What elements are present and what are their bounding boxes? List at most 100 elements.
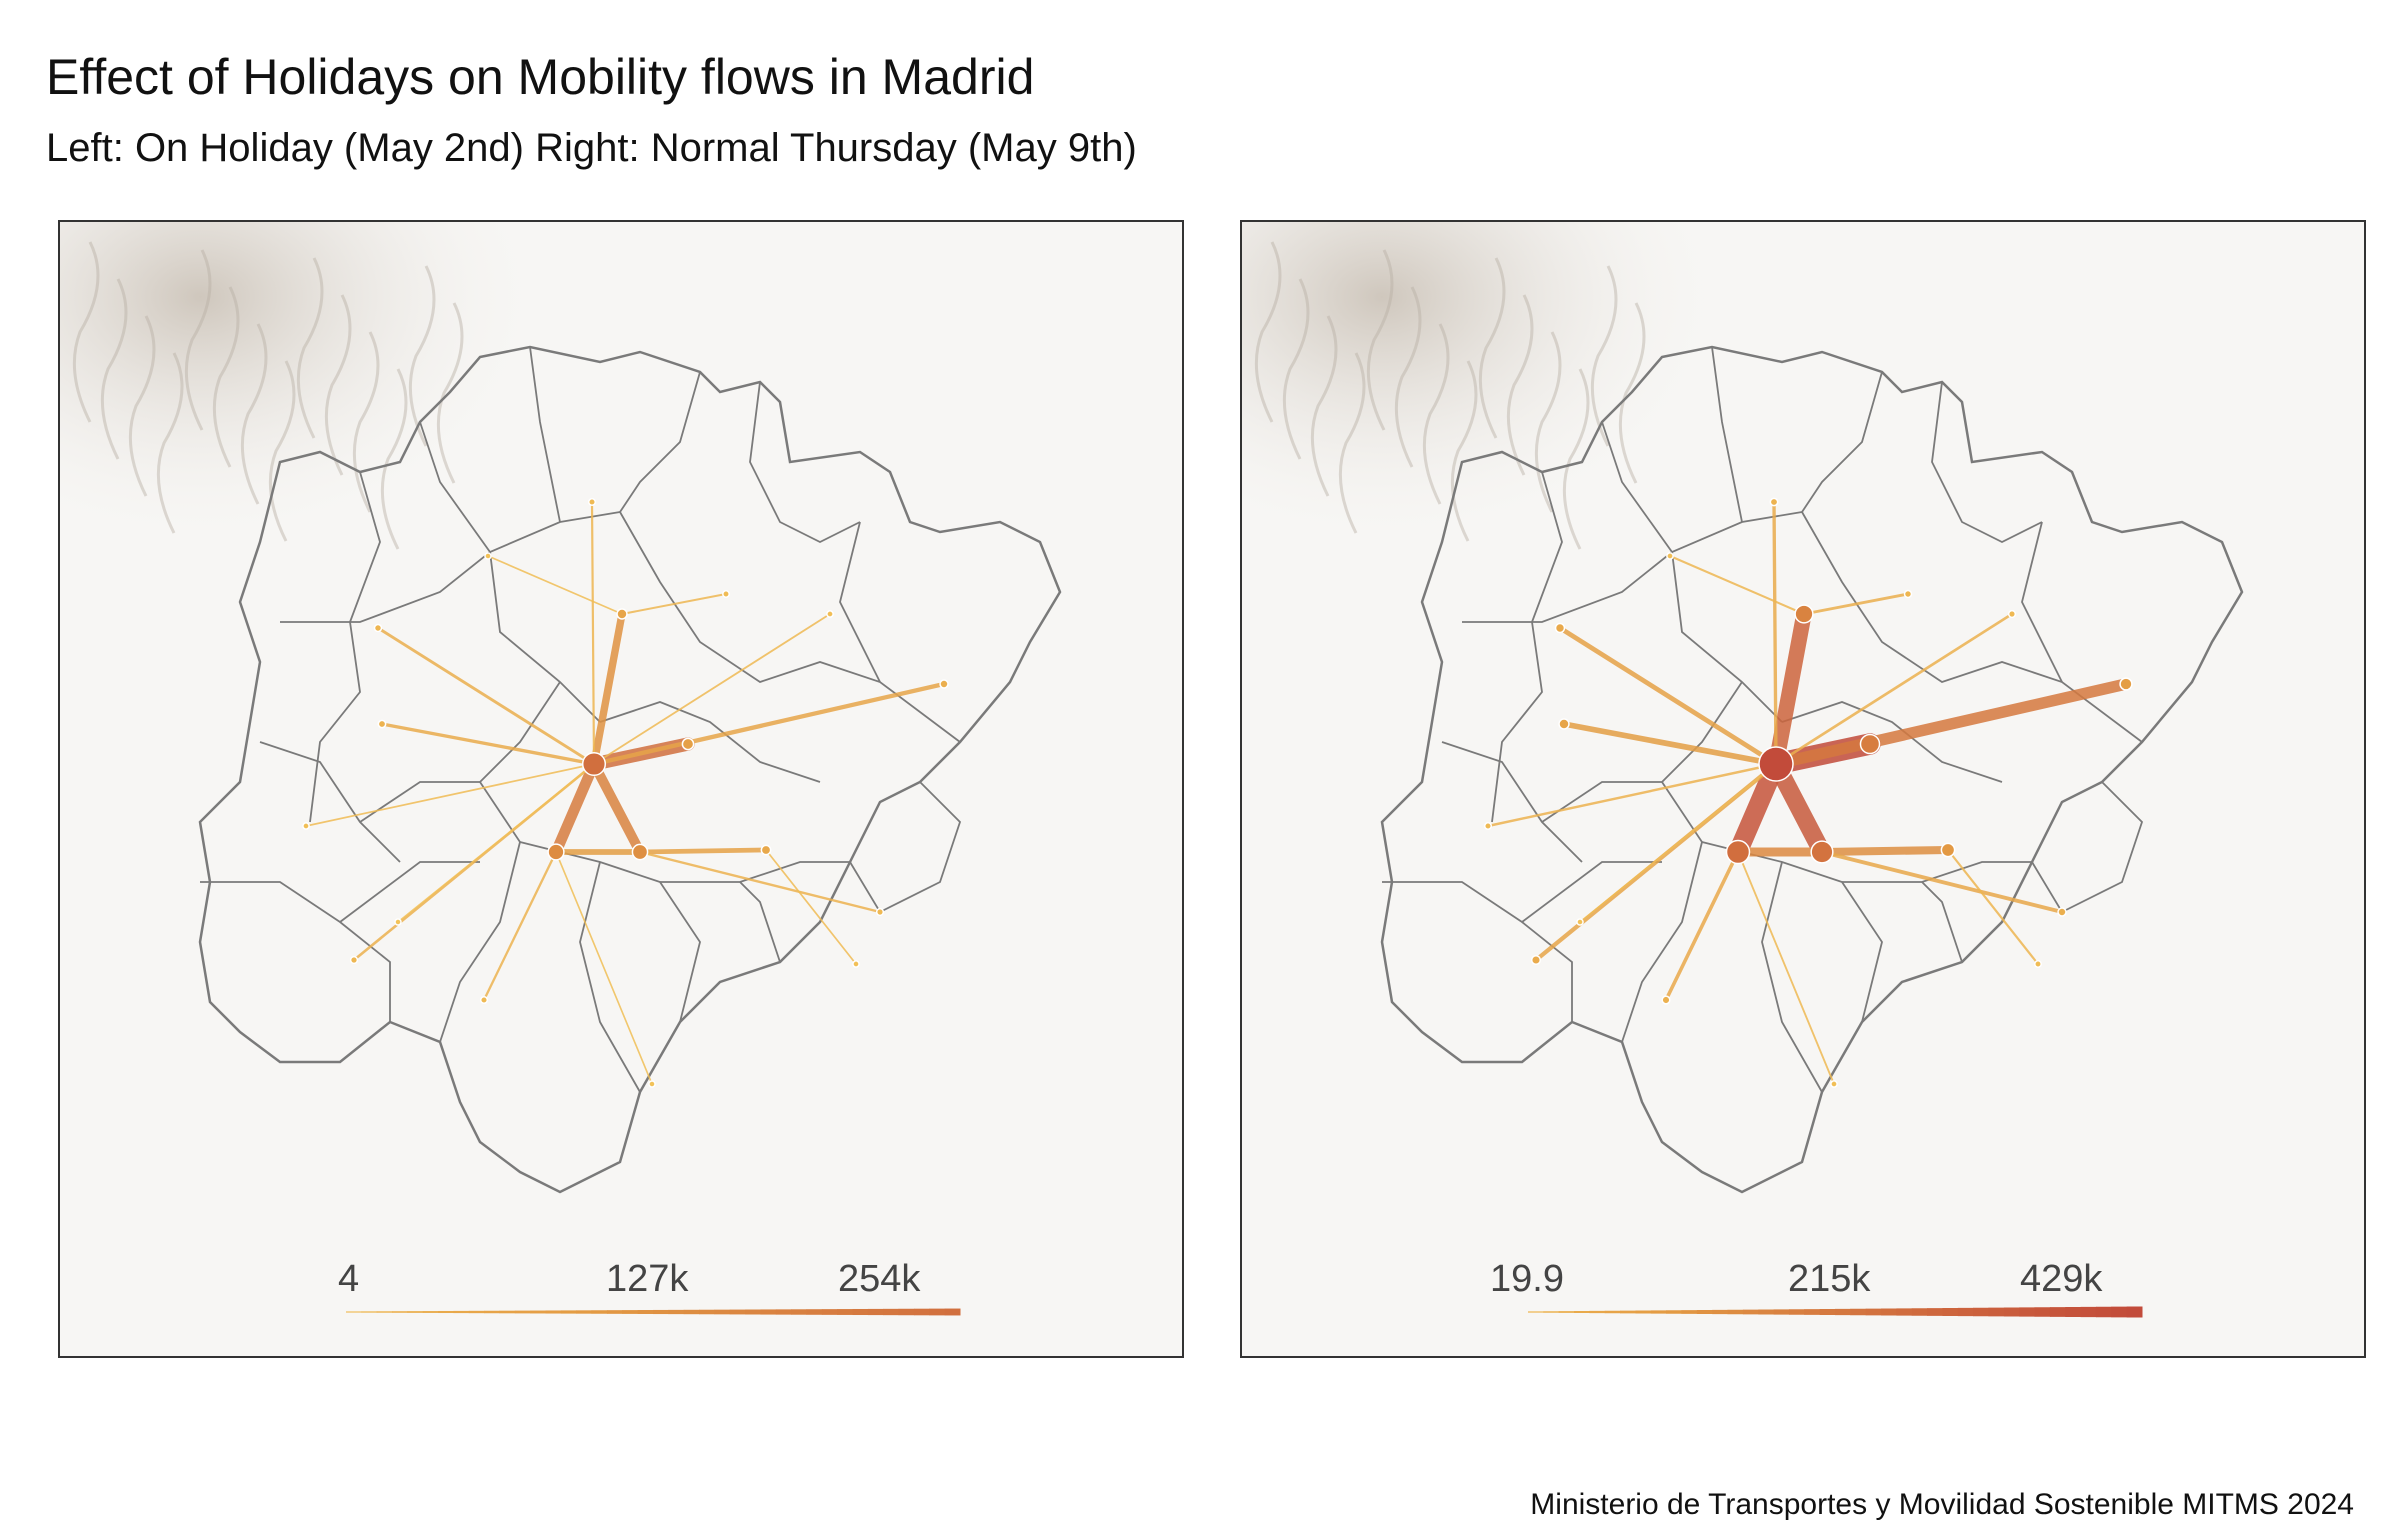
legend-bar-segment (668, 1309, 685, 1315)
terrain-ridge (1590, 265, 1618, 447)
terrain-ridge (1618, 302, 1646, 484)
legend-bar-segment (929, 1308, 946, 1316)
terrain-ridge (1338, 352, 1366, 534)
map-panel-normal: 19.9 215k 429k (1240, 220, 2366, 1358)
flow-line (1561, 721, 1779, 767)
flow-line (1802, 592, 1910, 616)
legend-bar-segment (837, 1309, 854, 1315)
flow-node (648, 1080, 656, 1088)
legend-bar-segment (438, 1310, 454, 1314)
municipality-boundary (529, 346, 561, 523)
municipality-boundary (839, 521, 881, 683)
flow-node (2034, 960, 2042, 968)
legend-bar-segment (1850, 1308, 1867, 1316)
flow-line (305, 763, 595, 827)
legend-label-mid: 215k (1788, 1258, 1871, 1300)
terrain-ridge (156, 352, 184, 534)
flow-line (1768, 606, 1812, 772)
legend-bar-segment (1957, 1307, 1974, 1317)
municipality-boundary (599, 701, 821, 783)
legend-bar-segment (2019, 1307, 2036, 1317)
municipality-boundary (1921, 881, 1963, 963)
municipality-boundary (309, 471, 381, 823)
flow-line (620, 592, 728, 616)
municipality-boundary (1711, 346, 1743, 523)
municipality-boundary (1462, 511, 1803, 623)
terrain-ridge (1562, 368, 1590, 550)
flow-node (2119, 677, 2133, 691)
flow-line (397, 763, 595, 923)
flow-node (1810, 840, 1834, 864)
map-svg-holiday (60, 222, 1182, 1356)
legend-bar-segment (346, 1311, 362, 1313)
flow-node (681, 737, 695, 751)
legend-label-mid: 127k (606, 1258, 689, 1300)
flow-node (1758, 746, 1794, 782)
terrain-ridge (436, 302, 464, 484)
municipality-boundary (749, 381, 861, 544)
terrain-ridge (268, 360, 296, 542)
legend-bar-segment (1758, 1309, 1775, 1315)
legend-bar-segment (1650, 1310, 1667, 1314)
legend-bar-segment (560, 1310, 577, 1314)
chart-subtitle: Left: On Holiday (May 2nd) Right: Normal… (46, 126, 1137, 170)
legend-bar-segment (1742, 1309, 1759, 1315)
municipality-boundary (2031, 781, 2144, 914)
municipality-boundary (619, 371, 701, 513)
legend-label-max: 429k (2020, 1258, 2103, 1300)
terrain-ridge (1394, 286, 1422, 468)
flow-line (590, 610, 626, 768)
municipality-boundary (739, 881, 781, 963)
terrain-ridge (1506, 294, 1534, 476)
terrain-ridge (296, 257, 324, 439)
flow-line (1557, 625, 1779, 767)
legend-bar-segment (361, 1311, 378, 1313)
flow-node (852, 960, 860, 968)
legend-bar-segment (1528, 1311, 1544, 1313)
terrain-ridge (1310, 315, 1338, 497)
flow-node (1554, 622, 1566, 634)
legend-bar-segment (2034, 1307, 2051, 1317)
legend-bar-segment (392, 1311, 408, 1313)
legend-bar-segment (606, 1310, 623, 1314)
municipality-boundary (259, 741, 401, 863)
legend-bar-segment (821, 1309, 838, 1315)
terrain-ridge (1450, 360, 1478, 542)
flow-node (1576, 918, 1584, 926)
flow-line (1486, 762, 1778, 828)
flow-line (1579, 763, 1777, 923)
flow-line (1820, 850, 2064, 914)
chart-title: Effect of Holidays on Mobility flows in … (46, 49, 1035, 105)
flow-node (377, 719, 387, 729)
flow-line (1817, 845, 1953, 857)
municipality-boundary (579, 861, 641, 1093)
legend-bar-segment (2111, 1306, 2128, 1318)
terrain-ridge (1366, 249, 1394, 431)
terrain-shading (60, 222, 760, 722)
flow-node (373, 623, 383, 633)
legend-bar-segment (468, 1310, 485, 1314)
flow-line (591, 681, 947, 767)
flow-node (2007, 609, 2017, 619)
terrain-ridge (240, 323, 268, 505)
legend-bar-segment (852, 1308, 869, 1316)
terrain-ridge (100, 278, 128, 460)
legend-bar-segment (1727, 1309, 1744, 1315)
legend-bar-segment (1620, 1310, 1636, 1314)
map-svg-normal (1242, 222, 2364, 1356)
legend-bar-segment (714, 1309, 731, 1315)
legend-bar-segment (1666, 1310, 1682, 1314)
legend-bar-segment (637, 1310, 654, 1314)
legend-bar-segment (422, 1311, 439, 1313)
legend-bar-segment (760, 1309, 777, 1315)
flow-line (487, 555, 623, 615)
legend-bar-segment (1927, 1308, 1943, 1316)
flow-node (2057, 907, 2067, 917)
municipality-boundary (1781, 701, 2003, 783)
legend-bar-segment (1574, 1311, 1590, 1313)
legend-bar-segment (898, 1308, 915, 1316)
legend-bar-segment (1804, 1309, 1821, 1315)
legend-bar-segment (1911, 1308, 1928, 1316)
municipality-boundary (439, 781, 521, 1043)
municipality-boundary (419, 421, 491, 553)
